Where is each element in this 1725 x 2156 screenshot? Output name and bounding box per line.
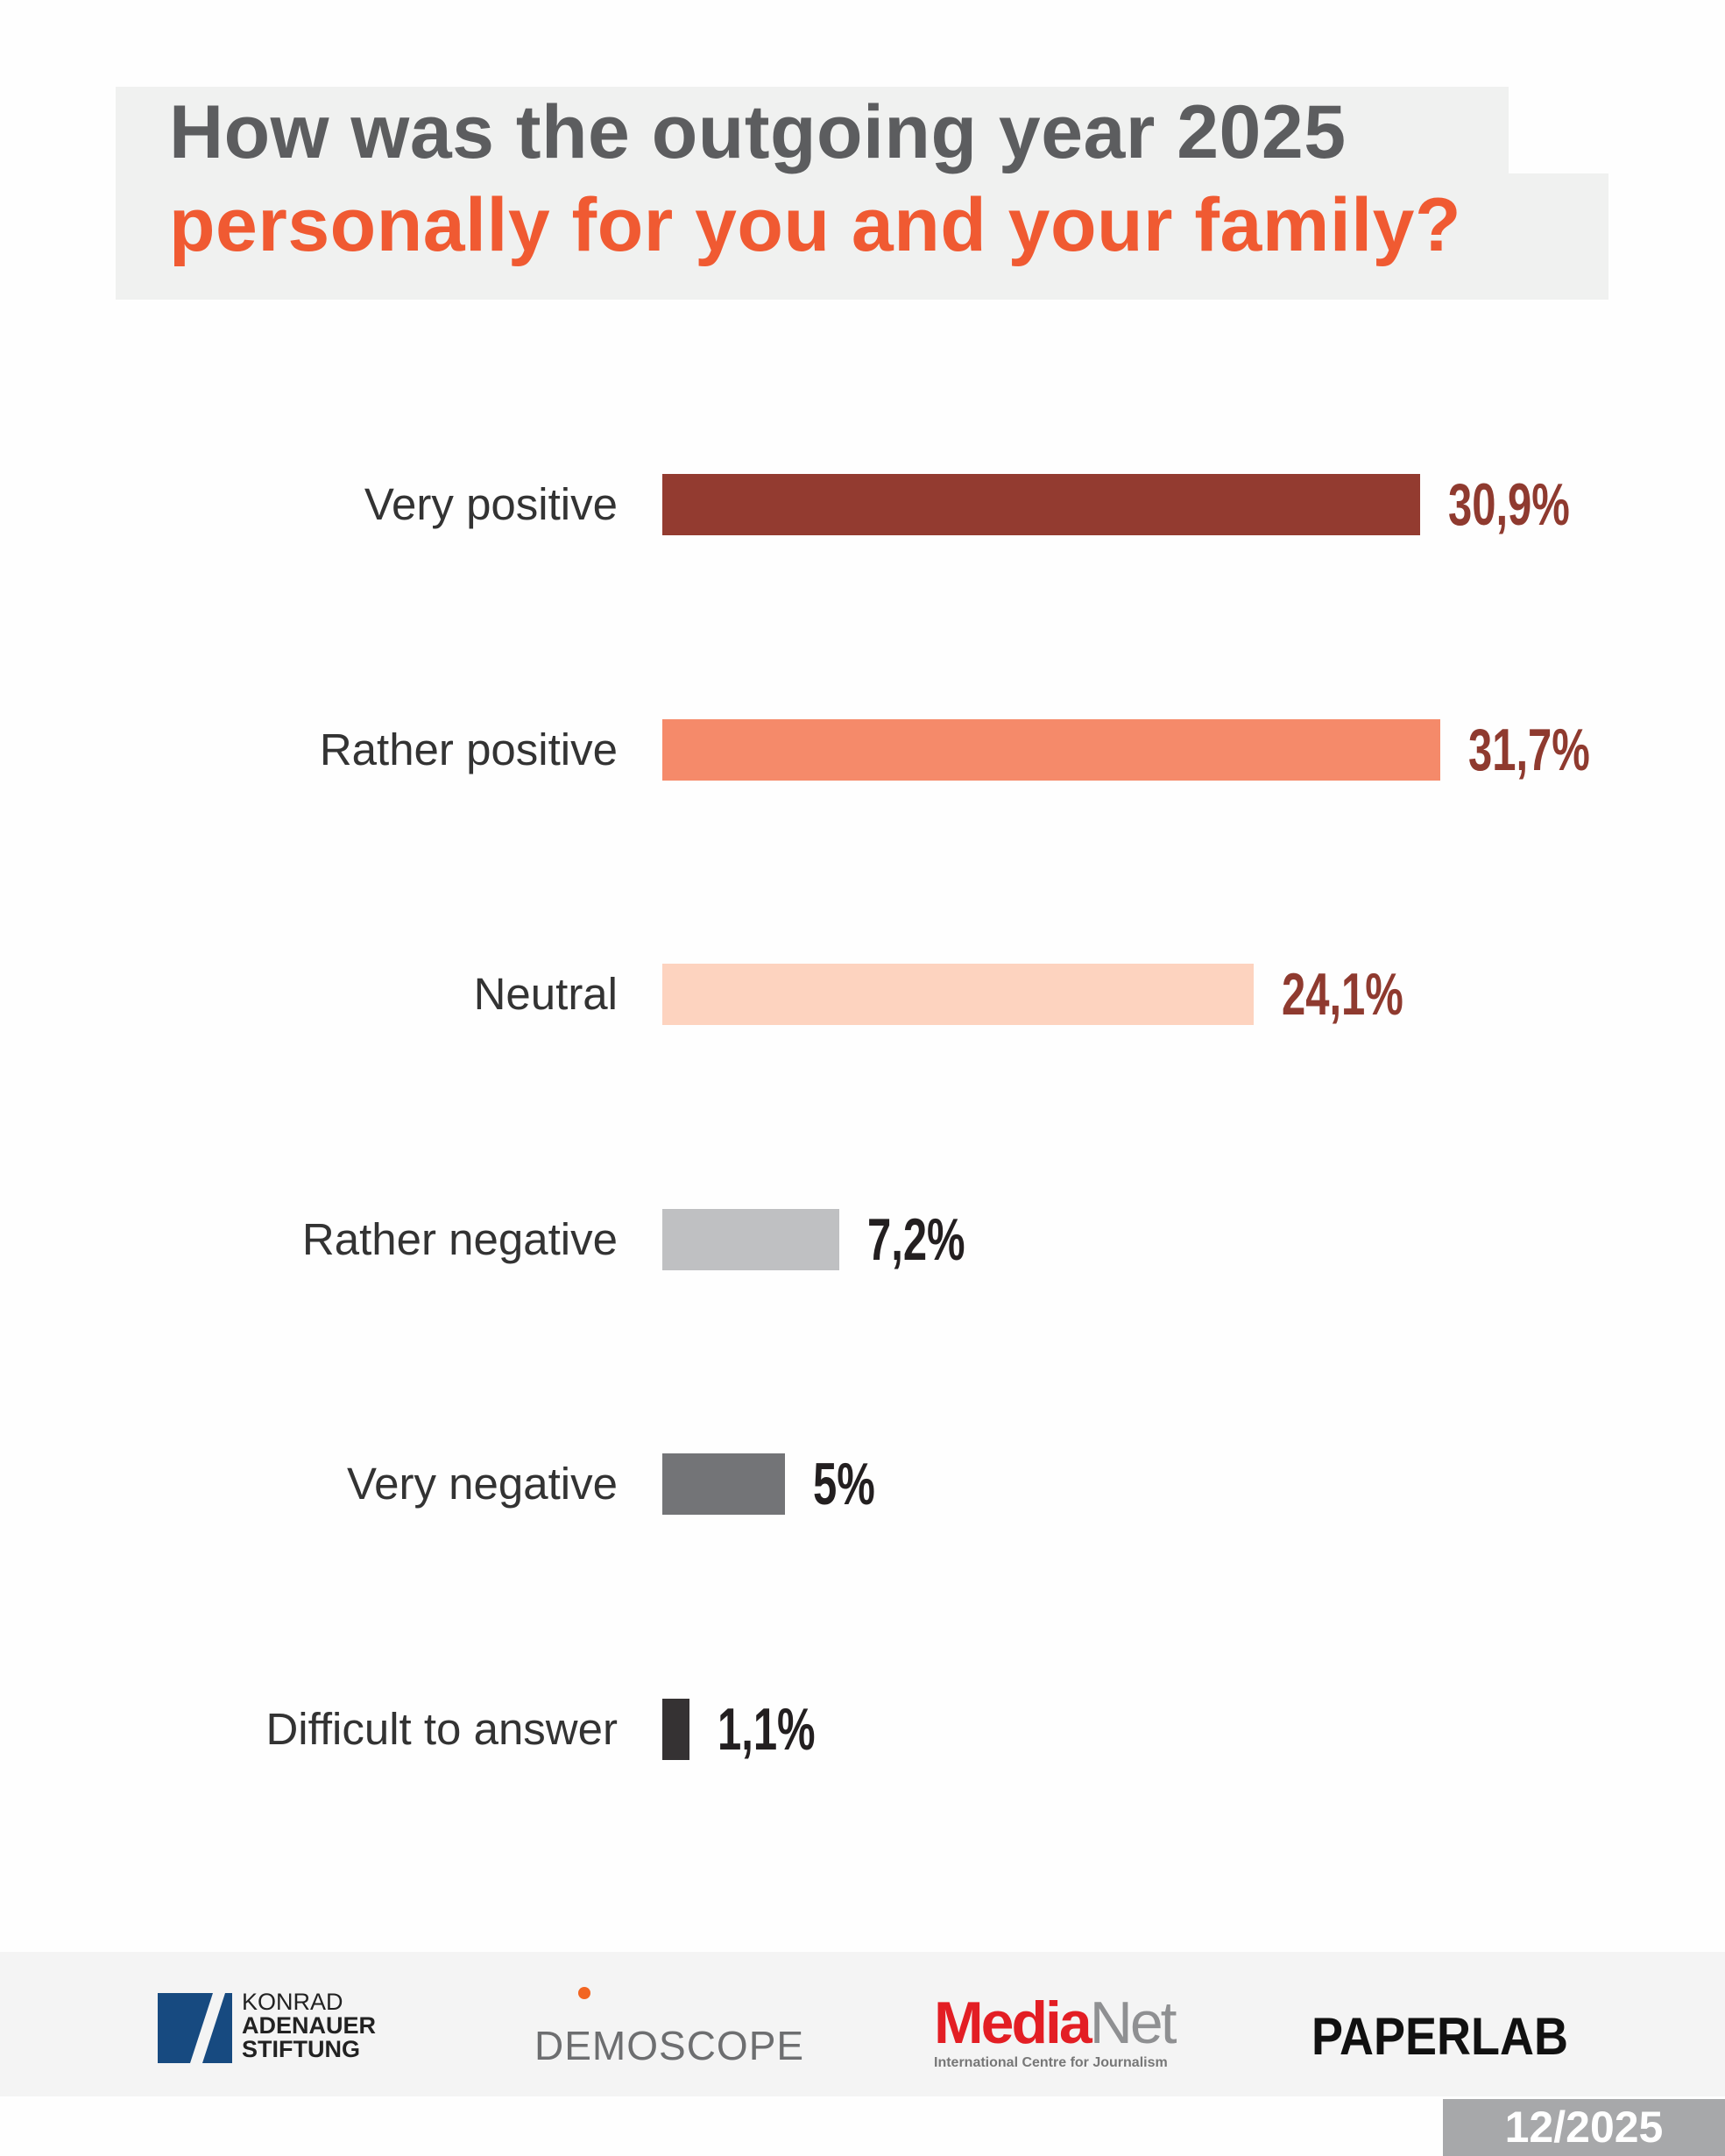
kas-logo-line: ADENAUER — [242, 2012, 377, 2039]
kas-logo-icon — [158, 1993, 232, 2063]
demoscope-logo: DEMOSCOPE — [534, 2023, 805, 2068]
value-label: 24,1% — [1281, 961, 1403, 1028]
bar-row: Rather negative 7,2% — [0, 1206, 1725, 1273]
demoscope-text: EMOSCOPE — [564, 2023, 805, 2068]
paperlab-logo: PAPERLAB — [1311, 2007, 1569, 2066]
title-background — [116, 87, 1509, 183]
category-label: Neutral — [473, 969, 618, 1019]
bar — [662, 474, 1421, 535]
bar-row: Neutral 24,1% — [0, 961, 1725, 1028]
value-label: 31,7% — [1467, 716, 1590, 783]
medianet-logo: MediaNet — [934, 1989, 1177, 2057]
bar — [662, 964, 1254, 1025]
value-label: 1,1% — [717, 1695, 816, 1763]
category-label: Very negative — [346, 1459, 618, 1509]
title-background — [116, 173, 1608, 300]
medianet-text-a: Media — [934, 1990, 1092, 2056]
bar — [662, 718, 1440, 781]
kas-logo: KONRAD ADENAUER STIFTUNG — [242, 1990, 376, 2061]
medianet-text-b: Net — [1089, 1990, 1177, 2056]
demoscope-logo-icon — [578, 1987, 590, 1999]
category-label: Very positive — [364, 479, 618, 529]
bar-row: Rather positive 31,7% — [0, 717, 1725, 783]
date-badge: 12/2025 — [1443, 2099, 1725, 2156]
footer-logos: KONRAD ADENAUER STIFTUNG DEMOSCOPE Media… — [0, 1952, 1725, 2096]
kas-logo-line: KONRAD — [242, 1989, 343, 2015]
value-label: 30,9% — [1448, 471, 1571, 538]
value-label: 7,2% — [866, 1205, 965, 1273]
bar — [662, 1698, 689, 1760]
category-label: Rather positive — [319, 724, 618, 774]
title-line-1: How was the outgoing year 2025 — [169, 90, 1347, 174]
kas-logo-line: STIFTUNG — [242, 2036, 360, 2062]
category-label: Rather negative — [301, 1213, 618, 1264]
medianet-subtitle: International Centre for Journalism — [934, 2055, 1168, 2070]
bar-row: Difficult to answer 1,1% — [0, 1696, 1725, 1763]
bar — [662, 1208, 839, 1270]
bar-row: Very positive 30,9% — [0, 471, 1725, 538]
title-line-2: personally for you and your family? — [169, 183, 1462, 267]
value-label: 5% — [813, 1451, 875, 1517]
bar — [662, 1453, 785, 1515]
bar-row: Very negative 5% — [0, 1451, 1725, 1517]
category-label: Difficult to answer — [265, 1703, 618, 1754]
